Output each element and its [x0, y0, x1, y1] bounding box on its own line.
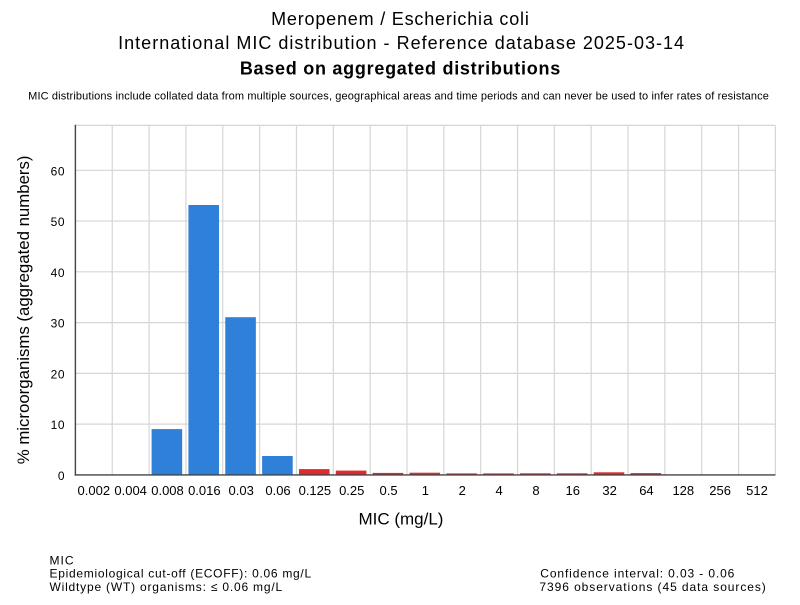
svg-text:MIC (mg/L): MIC (mg/L)	[358, 509, 443, 528]
svg-text:Confidence interval: 0.03 - 0.: Confidence interval: 0.03 - 0.06	[540, 567, 735, 581]
svg-text:International MIC distribution: International MIC distribution - Referen…	[118, 33, 685, 53]
svg-text:30: 30	[51, 317, 66, 331]
svg-text:MIC distributions include coll: MIC distributions include collated data …	[28, 90, 769, 102]
svg-text:Wildtype (WT) organisms: ≤ 0.0: Wildtype (WT) organisms: ≤ 0.06 mg/L	[50, 580, 283, 594]
svg-text:32: 32	[602, 483, 616, 498]
svg-text:Based on aggregated distributi: Based on aggregated distributions	[240, 59, 561, 79]
svg-text:MIC: MIC	[50, 553, 75, 567]
svg-text:256: 256	[709, 483, 731, 498]
svg-text:% microorganisms (aggregated n: % microorganisms (aggregated numbers)	[14, 156, 33, 465]
svg-text:512: 512	[746, 483, 768, 498]
svg-text:0.03: 0.03	[229, 483, 254, 498]
svg-text:40: 40	[51, 266, 66, 280]
svg-text:0.06: 0.06	[265, 483, 290, 498]
svg-text:0: 0	[58, 469, 65, 483]
svg-text:0.25: 0.25	[339, 483, 364, 498]
svg-text:64: 64	[639, 483, 653, 498]
svg-text:20: 20	[51, 367, 66, 381]
svg-text:0.125: 0.125	[299, 483, 332, 498]
svg-text:Meropenem / Escherichia coli: Meropenem / Escherichia coli	[271, 9, 530, 29]
svg-text:0.004: 0.004	[114, 483, 147, 498]
svg-text:2: 2	[459, 483, 466, 498]
svg-text:10: 10	[51, 418, 66, 432]
svg-text:4: 4	[495, 483, 502, 498]
svg-text:60: 60	[51, 164, 66, 178]
svg-text:7396 observations (45 data sou: 7396 observations (45 data sources)	[539, 580, 766, 594]
svg-text:8: 8	[532, 483, 539, 498]
svg-text:1: 1	[422, 483, 429, 498]
svg-text:128: 128	[672, 483, 694, 498]
svg-text:0.016: 0.016	[188, 483, 221, 498]
svg-text:Epidemiological cut-off (ECOFF: Epidemiological cut-off (ECOFF): 0.06 mg…	[50, 567, 312, 581]
svg-text:0.002: 0.002	[78, 483, 111, 498]
svg-text:0.008: 0.008	[151, 483, 184, 498]
svg-text:0.5: 0.5	[380, 483, 398, 498]
svg-text:50: 50	[51, 215, 66, 229]
svg-text:16: 16	[566, 483, 580, 498]
